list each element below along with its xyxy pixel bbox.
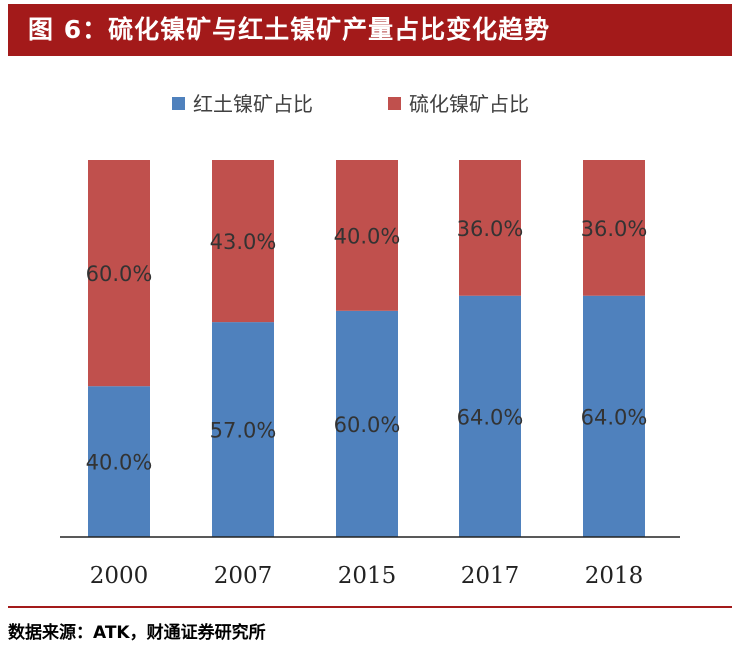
data-label-sulfide-2017: 36.0% [457,217,524,241]
x-tick-label-2017: 2017 [461,563,520,589]
x-axis-ticks: 2000 2007 2015 2017 2018 [90,563,644,589]
figure-title: 图 6：硫化镍矿与红土镍矿产量占比变化趋势 [8,4,732,56]
bar-sulfide-2015 [336,160,398,311]
data-label-laterite-2018: 64.0% [581,405,648,429]
data-label-sulfide-2018: 36.0% [581,217,648,241]
legend-swatch-laterite [172,97,185,110]
data-label-sulfide-2007: 43.0% [210,230,277,254]
legend-swatch-sulfide [388,97,401,110]
bar-laterite-2000 [88,386,150,537]
bar-sulfide-2017 [459,160,521,296]
bar-laterite-2017 [459,295,521,537]
bar-laterite-2018 [583,295,645,537]
data-label-laterite-2007: 57.0% [210,419,277,443]
source-divider [8,606,732,608]
legend-label-sulfide: 硫化镍矿占比 [409,92,529,116]
bar-laterite-2007 [212,322,274,537]
x-tick-label-2018: 2018 [585,563,644,589]
bar-sulfide-2007 [212,160,274,323]
x-tick-label-2007: 2007 [214,563,273,589]
data-source-note: 数据来源：ATK，财通证券研究所 [8,623,266,643]
data-label-laterite-2000: 40.0% [86,451,153,475]
stacked-bar-chart: 红土镍矿占比 硫化镍矿占比 40.0%60.0%57.0%43.0%60.0%40… [60,92,680,589]
legend-label-laterite: 红土镍矿占比 [193,92,313,116]
x-tick-label-2000: 2000 [90,563,149,589]
bar-group [88,160,645,537]
bar-sulfide-2018 [583,160,645,296]
chart-legend: 红土镍矿占比 硫化镍矿占比 [172,92,529,116]
data-label-group: 40.0% 60.0% 57.0% 43.0% 60.0% 40.0% 64.0% 36.0%… [86,217,648,475]
data-label-sulfide-2015: 40.0% [334,224,401,248]
x-tick-label-2015: 2015 [338,563,397,589]
data-label-laterite-2015: 60.0% [334,413,401,437]
data-label-sulfide-2000: 60.0% [86,262,153,286]
data-label-laterite-2017: 64.0% [457,405,524,429]
bar-sulfide-2000 [88,160,150,387]
bar-laterite-2015 [336,310,398,537]
